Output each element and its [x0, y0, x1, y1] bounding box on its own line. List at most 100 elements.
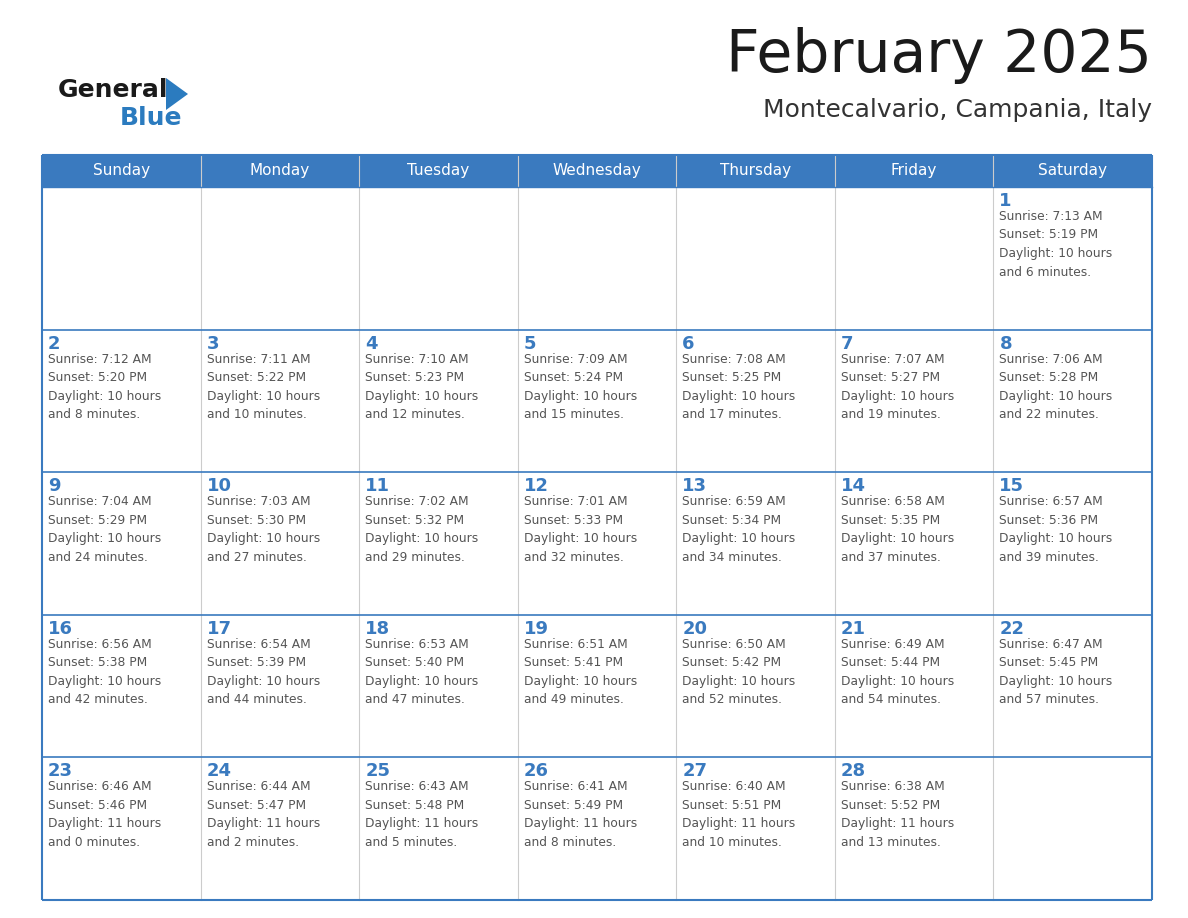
- Text: Sunrise: 7:09 AM
Sunset: 5:24 PM
Daylight: 10 hours
and 15 minutes.: Sunrise: 7:09 AM Sunset: 5:24 PM Dayligh…: [524, 353, 637, 421]
- Polygon shape: [166, 78, 188, 110]
- Text: Sunrise: 6:53 AM
Sunset: 5:40 PM
Daylight: 10 hours
and 47 minutes.: Sunrise: 6:53 AM Sunset: 5:40 PM Dayligh…: [365, 638, 479, 706]
- Text: Sunrise: 6:57 AM
Sunset: 5:36 PM
Daylight: 10 hours
and 39 minutes.: Sunrise: 6:57 AM Sunset: 5:36 PM Dayligh…: [999, 495, 1113, 564]
- Bar: [201, 472, 359, 615]
- Bar: [42, 615, 201, 757]
- Text: 20: 20: [682, 620, 707, 638]
- Bar: [835, 757, 993, 900]
- Text: 23: 23: [48, 763, 72, 780]
- Text: Sunrise: 6:56 AM
Sunset: 5:38 PM
Daylight: 10 hours
and 42 minutes.: Sunrise: 6:56 AM Sunset: 5:38 PM Dayligh…: [48, 638, 162, 706]
- Text: 24: 24: [207, 763, 232, 780]
- Text: 19: 19: [524, 620, 549, 638]
- Text: 2: 2: [48, 334, 61, 353]
- Text: Sunrise: 7:02 AM
Sunset: 5:32 PM
Daylight: 10 hours
and 29 minutes.: Sunrise: 7:02 AM Sunset: 5:32 PM Dayligh…: [365, 495, 479, 564]
- Text: Sunrise: 6:59 AM
Sunset: 5:34 PM
Daylight: 10 hours
and 34 minutes.: Sunrise: 6:59 AM Sunset: 5:34 PM Dayligh…: [682, 495, 796, 564]
- Text: 16: 16: [48, 620, 72, 638]
- Bar: [42, 472, 201, 615]
- Text: Sunrise: 7:07 AM
Sunset: 5:27 PM
Daylight: 10 hours
and 19 minutes.: Sunrise: 7:07 AM Sunset: 5:27 PM Dayligh…: [841, 353, 954, 421]
- Text: Sunday: Sunday: [93, 163, 150, 178]
- Text: Sunrise: 6:41 AM
Sunset: 5:49 PM
Daylight: 11 hours
and 8 minutes.: Sunrise: 6:41 AM Sunset: 5:49 PM Dayligh…: [524, 780, 637, 849]
- Bar: [993, 472, 1152, 615]
- Text: Sunrise: 6:47 AM
Sunset: 5:45 PM
Daylight: 10 hours
and 57 minutes.: Sunrise: 6:47 AM Sunset: 5:45 PM Dayligh…: [999, 638, 1113, 706]
- Text: February 2025: February 2025: [726, 27, 1152, 84]
- Text: Sunrise: 6:38 AM
Sunset: 5:52 PM
Daylight: 11 hours
and 13 minutes.: Sunrise: 6:38 AM Sunset: 5:52 PM Dayligh…: [841, 780, 954, 849]
- Bar: [518, 615, 676, 757]
- Bar: [676, 757, 835, 900]
- Text: Sunrise: 6:58 AM
Sunset: 5:35 PM
Daylight: 10 hours
and 37 minutes.: Sunrise: 6:58 AM Sunset: 5:35 PM Dayligh…: [841, 495, 954, 564]
- Bar: [518, 187, 676, 330]
- Text: Sunrise: 7:06 AM
Sunset: 5:28 PM
Daylight: 10 hours
and 22 minutes.: Sunrise: 7:06 AM Sunset: 5:28 PM Dayligh…: [999, 353, 1113, 421]
- Bar: [201, 615, 359, 757]
- Text: 6: 6: [682, 334, 695, 353]
- Bar: [201, 330, 359, 472]
- Text: Sunrise: 6:43 AM
Sunset: 5:48 PM
Daylight: 11 hours
and 5 minutes.: Sunrise: 6:43 AM Sunset: 5:48 PM Dayligh…: [365, 780, 479, 849]
- Text: Sunrise: 6:54 AM
Sunset: 5:39 PM
Daylight: 10 hours
and 44 minutes.: Sunrise: 6:54 AM Sunset: 5:39 PM Dayligh…: [207, 638, 320, 706]
- Text: Saturday: Saturday: [1038, 163, 1107, 178]
- Text: Montecalvario, Campania, Italy: Montecalvario, Campania, Italy: [763, 98, 1152, 122]
- Text: 4: 4: [365, 334, 378, 353]
- Text: 9: 9: [48, 477, 61, 495]
- Bar: [993, 330, 1152, 472]
- Bar: [676, 472, 835, 615]
- Text: 17: 17: [207, 620, 232, 638]
- Text: Blue: Blue: [120, 106, 183, 130]
- Text: Sunrise: 6:46 AM
Sunset: 5:46 PM
Daylight: 11 hours
and 0 minutes.: Sunrise: 6:46 AM Sunset: 5:46 PM Dayligh…: [48, 780, 162, 849]
- Bar: [993, 757, 1152, 900]
- Text: Thursday: Thursday: [720, 163, 791, 178]
- Bar: [676, 330, 835, 472]
- Text: Sunrise: 7:08 AM
Sunset: 5:25 PM
Daylight: 10 hours
and 17 minutes.: Sunrise: 7:08 AM Sunset: 5:25 PM Dayligh…: [682, 353, 796, 421]
- Text: Sunrise: 7:12 AM
Sunset: 5:20 PM
Daylight: 10 hours
and 8 minutes.: Sunrise: 7:12 AM Sunset: 5:20 PM Dayligh…: [48, 353, 162, 421]
- Text: 14: 14: [841, 477, 866, 495]
- Text: Sunrise: 6:51 AM
Sunset: 5:41 PM
Daylight: 10 hours
and 49 minutes.: Sunrise: 6:51 AM Sunset: 5:41 PM Dayligh…: [524, 638, 637, 706]
- Text: Friday: Friday: [891, 163, 937, 178]
- Bar: [835, 615, 993, 757]
- Text: Sunrise: 7:10 AM
Sunset: 5:23 PM
Daylight: 10 hours
and 12 minutes.: Sunrise: 7:10 AM Sunset: 5:23 PM Dayligh…: [365, 353, 479, 421]
- Text: 8: 8: [999, 334, 1012, 353]
- Text: Sunrise: 6:44 AM
Sunset: 5:47 PM
Daylight: 11 hours
and 2 minutes.: Sunrise: 6:44 AM Sunset: 5:47 PM Dayligh…: [207, 780, 320, 849]
- Bar: [518, 330, 676, 472]
- Text: Sunrise: 7:13 AM
Sunset: 5:19 PM
Daylight: 10 hours
and 6 minutes.: Sunrise: 7:13 AM Sunset: 5:19 PM Dayligh…: [999, 210, 1113, 278]
- Bar: [359, 615, 518, 757]
- Text: 1: 1: [999, 192, 1012, 210]
- Bar: [359, 757, 518, 900]
- Text: Sunrise: 7:11 AM
Sunset: 5:22 PM
Daylight: 10 hours
and 10 minutes.: Sunrise: 7:11 AM Sunset: 5:22 PM Dayligh…: [207, 353, 320, 421]
- Text: Sunrise: 6:40 AM
Sunset: 5:51 PM
Daylight: 11 hours
and 10 minutes.: Sunrise: 6:40 AM Sunset: 5:51 PM Dayligh…: [682, 780, 796, 849]
- Text: 5: 5: [524, 334, 536, 353]
- Text: 22: 22: [999, 620, 1024, 638]
- Text: Monday: Monday: [249, 163, 310, 178]
- Bar: [359, 472, 518, 615]
- Text: 28: 28: [841, 763, 866, 780]
- Text: Sunrise: 7:01 AM
Sunset: 5:33 PM
Daylight: 10 hours
and 32 minutes.: Sunrise: 7:01 AM Sunset: 5:33 PM Dayligh…: [524, 495, 637, 564]
- Bar: [42, 330, 201, 472]
- Text: Sunrise: 6:50 AM
Sunset: 5:42 PM
Daylight: 10 hours
and 52 minutes.: Sunrise: 6:50 AM Sunset: 5:42 PM Dayligh…: [682, 638, 796, 706]
- Text: 21: 21: [841, 620, 866, 638]
- Text: 7: 7: [841, 334, 853, 353]
- Text: Sunrise: 7:04 AM
Sunset: 5:29 PM
Daylight: 10 hours
and 24 minutes.: Sunrise: 7:04 AM Sunset: 5:29 PM Dayligh…: [48, 495, 162, 564]
- Bar: [201, 757, 359, 900]
- Text: 15: 15: [999, 477, 1024, 495]
- Text: Wednesday: Wednesday: [552, 163, 642, 178]
- Text: 13: 13: [682, 477, 707, 495]
- Text: 25: 25: [365, 763, 390, 780]
- Bar: [359, 187, 518, 330]
- Text: 27: 27: [682, 763, 707, 780]
- Bar: [518, 472, 676, 615]
- Text: 3: 3: [207, 334, 219, 353]
- Bar: [359, 330, 518, 472]
- Text: 12: 12: [524, 477, 549, 495]
- Bar: [42, 155, 1152, 187]
- Text: 26: 26: [524, 763, 549, 780]
- Text: 11: 11: [365, 477, 390, 495]
- Bar: [676, 187, 835, 330]
- Bar: [993, 187, 1152, 330]
- Text: General: General: [58, 78, 169, 102]
- Bar: [993, 615, 1152, 757]
- Bar: [676, 615, 835, 757]
- Text: Sunrise: 7:03 AM
Sunset: 5:30 PM
Daylight: 10 hours
and 27 minutes.: Sunrise: 7:03 AM Sunset: 5:30 PM Dayligh…: [207, 495, 320, 564]
- Text: Tuesday: Tuesday: [407, 163, 469, 178]
- Bar: [835, 187, 993, 330]
- Bar: [201, 187, 359, 330]
- Bar: [518, 757, 676, 900]
- Text: Sunrise: 6:49 AM
Sunset: 5:44 PM
Daylight: 10 hours
and 54 minutes.: Sunrise: 6:49 AM Sunset: 5:44 PM Dayligh…: [841, 638, 954, 706]
- Bar: [835, 472, 993, 615]
- Text: 10: 10: [207, 477, 232, 495]
